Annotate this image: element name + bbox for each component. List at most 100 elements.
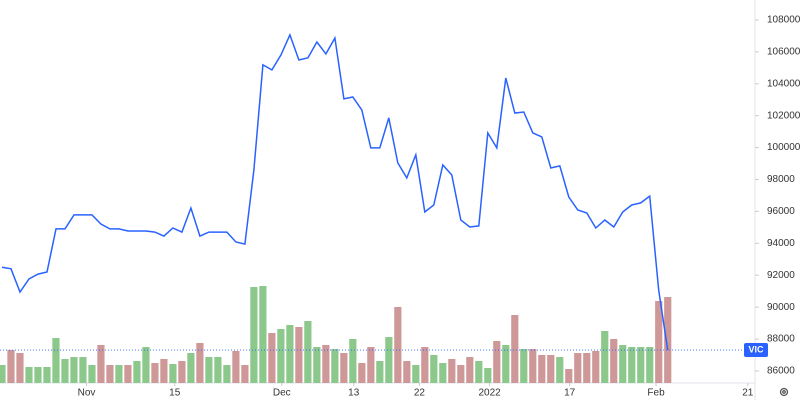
volume-bar: [169, 364, 177, 383]
volume-bar: [268, 333, 276, 383]
volume-bar: [430, 355, 438, 383]
volume-bar: [466, 357, 474, 383]
x-tick-label: 13: [348, 388, 360, 399]
volume-bar: [106, 365, 114, 383]
volume-bar: [574, 353, 582, 383]
volume-bar: [160, 359, 168, 383]
volume-bar: [304, 321, 312, 383]
volume-bar: [142, 347, 150, 383]
volume-bar: [250, 287, 258, 383]
x-tick-label: Feb: [647, 388, 665, 399]
volume-bar: [637, 347, 645, 383]
y-tick-label: 104000: [767, 78, 800, 89]
volume-bar: [349, 339, 357, 383]
volume-bar: [547, 355, 555, 383]
volume-bar: [331, 349, 339, 383]
volume-bar: [394, 307, 402, 383]
volume-bar: [448, 359, 456, 383]
volume-bar: [592, 351, 600, 383]
volume-bar: [205, 357, 213, 383]
volume-bar: [223, 365, 231, 383]
y-tick-label: 100000: [767, 142, 800, 153]
y-tick-label: 90000: [767, 302, 795, 313]
y-tick-label: 106000: [767, 46, 800, 57]
volume-bar: [619, 345, 627, 383]
settings-icon[interactable]: [779, 387, 789, 397]
y-tick-label: 86000: [767, 366, 795, 377]
volume-bar: [646, 347, 654, 383]
volume-bar: [34, 367, 42, 383]
volume-bar: [259, 286, 267, 383]
volume-bar: [340, 353, 348, 383]
volume-bar: [412, 365, 420, 383]
volume-bar: [151, 363, 159, 383]
volume-bar: [475, 361, 483, 383]
volume-bar: [502, 345, 510, 383]
volume-bar: [25, 367, 33, 383]
volume-bar: [493, 341, 501, 383]
volume-bar: [43, 367, 51, 383]
price-line: [1, 32, 669, 351]
volume-bar: [655, 301, 663, 383]
y-tick-label: 98000: [767, 174, 795, 185]
y-tick-label: 94000: [767, 238, 795, 249]
volume-bar: [322, 345, 330, 383]
settings-gear[interactable]: [779, 387, 789, 397]
x-tick-label: Dec: [273, 388, 291, 399]
volume-bar: [295, 327, 303, 383]
settings-gear-hub[interactable]: [782, 390, 786, 394]
volume-bar: [358, 363, 366, 383]
volume-bar: [7, 350, 15, 383]
volume-bar: [538, 355, 546, 383]
x-tick-label: 15: [169, 388, 181, 399]
volume-bar: [286, 325, 294, 383]
last-price-tag: [744, 343, 768, 358]
x-tick-label: 2022: [478, 388, 501, 399]
volume-bar: [313, 347, 321, 383]
volume-bar: [187, 353, 195, 383]
volume-bar: [367, 347, 375, 383]
volume-bar: [484, 368, 492, 383]
volume-bar: [439, 363, 447, 383]
volume-bar: [241, 365, 249, 383]
volume-bar: [178, 361, 186, 383]
volume-bar: [385, 337, 393, 383]
y-tick-label: 108000: [767, 15, 800, 26]
y-tick-label: 96000: [767, 206, 795, 217]
volume-bar: [61, 359, 69, 383]
volume-bar: [133, 361, 141, 383]
series-name: VIC: [748, 344, 764, 354]
volume-bar: [556, 357, 564, 383]
volume-bar: [664, 297, 672, 383]
volume-bar: [88, 365, 96, 383]
volume-bar: [79, 357, 87, 383]
volume-bar: [511, 315, 519, 383]
volume-bar: [196, 343, 204, 383]
volume-bar: [277, 329, 285, 383]
volume-bar: [583, 353, 591, 383]
volume-bar: [124, 365, 132, 383]
x-tick-label: 21: [742, 388, 754, 399]
volume-bar: [520, 349, 528, 383]
volume-bar: [97, 345, 105, 383]
volume-bar: [421, 347, 429, 383]
volume-bar: [376, 361, 384, 383]
y-tick-label: 92000: [767, 270, 795, 281]
volume-bar: [403, 361, 411, 383]
volume-bar: [628, 347, 636, 383]
y-tick-label: 88000: [767, 334, 795, 345]
volume-bar: [610, 339, 618, 383]
volume-bar: [232, 351, 240, 383]
x-tick-label: 22: [414, 388, 426, 399]
volume-bar: [565, 369, 573, 383]
y-tick-label: 102000: [767, 110, 800, 121]
volume-bar: [457, 365, 465, 383]
volume-bar: [601, 331, 609, 383]
volume-bar: [214, 357, 222, 383]
volume-bar: [0, 365, 6, 383]
volume-bar: [52, 338, 60, 383]
volume-bar: [16, 353, 24, 383]
x-tick-label: 17: [564, 388, 576, 399]
volume-bar: [115, 365, 123, 383]
